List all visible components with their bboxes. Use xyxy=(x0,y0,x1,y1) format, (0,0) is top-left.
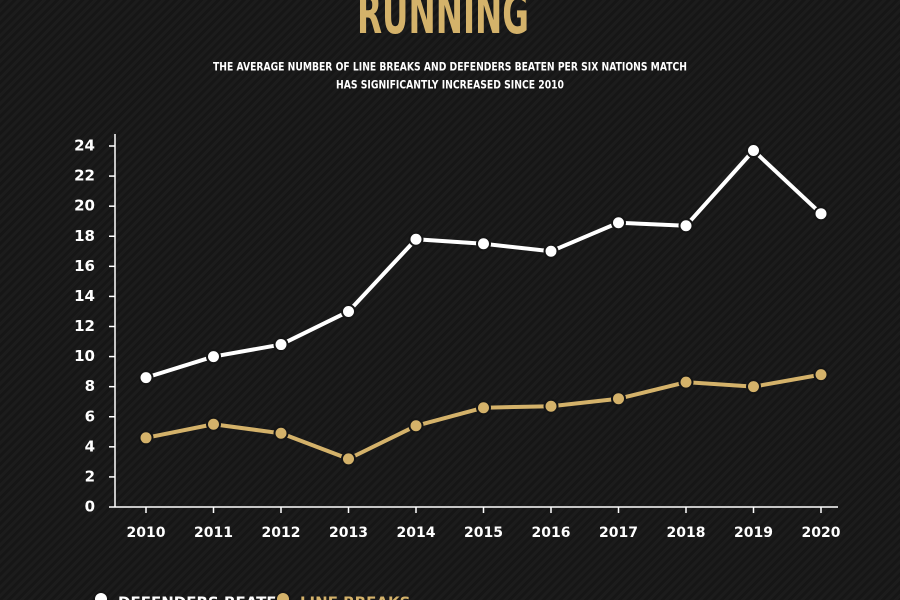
data-point xyxy=(273,425,289,441)
data-point xyxy=(206,349,221,365)
chart-title: RUNNING xyxy=(357,0,529,47)
data-point xyxy=(408,418,424,434)
data-point xyxy=(813,367,829,383)
x-tick-label: 2019 xyxy=(734,525,773,541)
x-tick-label: 2015 xyxy=(464,525,503,541)
data-point xyxy=(678,374,694,390)
data-point xyxy=(543,398,559,414)
x-tick-label: 2018 xyxy=(667,525,706,541)
data-point xyxy=(611,215,626,231)
y-tick-label: 20 xyxy=(74,197,95,215)
y-tick-label: 4 xyxy=(85,437,95,455)
data-point xyxy=(341,303,356,319)
data-point xyxy=(476,236,491,252)
data-point xyxy=(543,243,559,259)
y-tick-label: 12 xyxy=(74,317,95,335)
data-point xyxy=(611,391,626,407)
y-tick-label: 22 xyxy=(74,167,95,185)
data-point xyxy=(138,430,154,446)
x-tick-label: 2011 xyxy=(194,525,233,541)
data-point xyxy=(476,400,491,416)
y-tick-label: 24 xyxy=(74,137,95,155)
data-point xyxy=(138,370,154,386)
y-tick-label: 10 xyxy=(74,347,95,365)
x-tick-label: 2014 xyxy=(397,525,436,541)
legend-marker xyxy=(275,591,291,600)
y-tick-label: 14 xyxy=(74,287,95,305)
legend-marker xyxy=(93,591,109,600)
data-point xyxy=(813,206,829,222)
x-tick-label: 2016 xyxy=(532,525,571,541)
data-point xyxy=(746,143,761,159)
x-tick-label: 2010 xyxy=(127,525,166,541)
data-point xyxy=(341,451,356,467)
data-point xyxy=(206,416,221,432)
legend-label: DEFENDERS BEATEN xyxy=(118,594,289,600)
x-tick-label: 2017 xyxy=(599,525,638,541)
data-point xyxy=(273,337,289,353)
legend-label: LINE BREAKS xyxy=(300,594,410,600)
data-point xyxy=(746,379,761,395)
data-point xyxy=(408,231,424,247)
chart-subtitle: THE AVERAGE NUMBER OF LINE BREAKS AND DE… xyxy=(213,60,687,74)
x-tick-label: 2013 xyxy=(329,525,368,541)
y-tick-label: 2 xyxy=(85,467,95,485)
data-point xyxy=(678,218,694,234)
chart-subtitle: HAS SIGNIFICANTLY INCREASED SINCE 2010 xyxy=(336,78,564,92)
y-tick-label: 8 xyxy=(85,377,95,395)
x-tick-label: 2020 xyxy=(802,525,841,541)
y-tick-label: 6 xyxy=(85,407,95,425)
x-tick-label: 2012 xyxy=(262,525,301,541)
y-tick-label: 18 xyxy=(74,227,95,245)
y-tick-label: 0 xyxy=(85,498,95,516)
y-tick-label: 16 xyxy=(74,257,95,275)
